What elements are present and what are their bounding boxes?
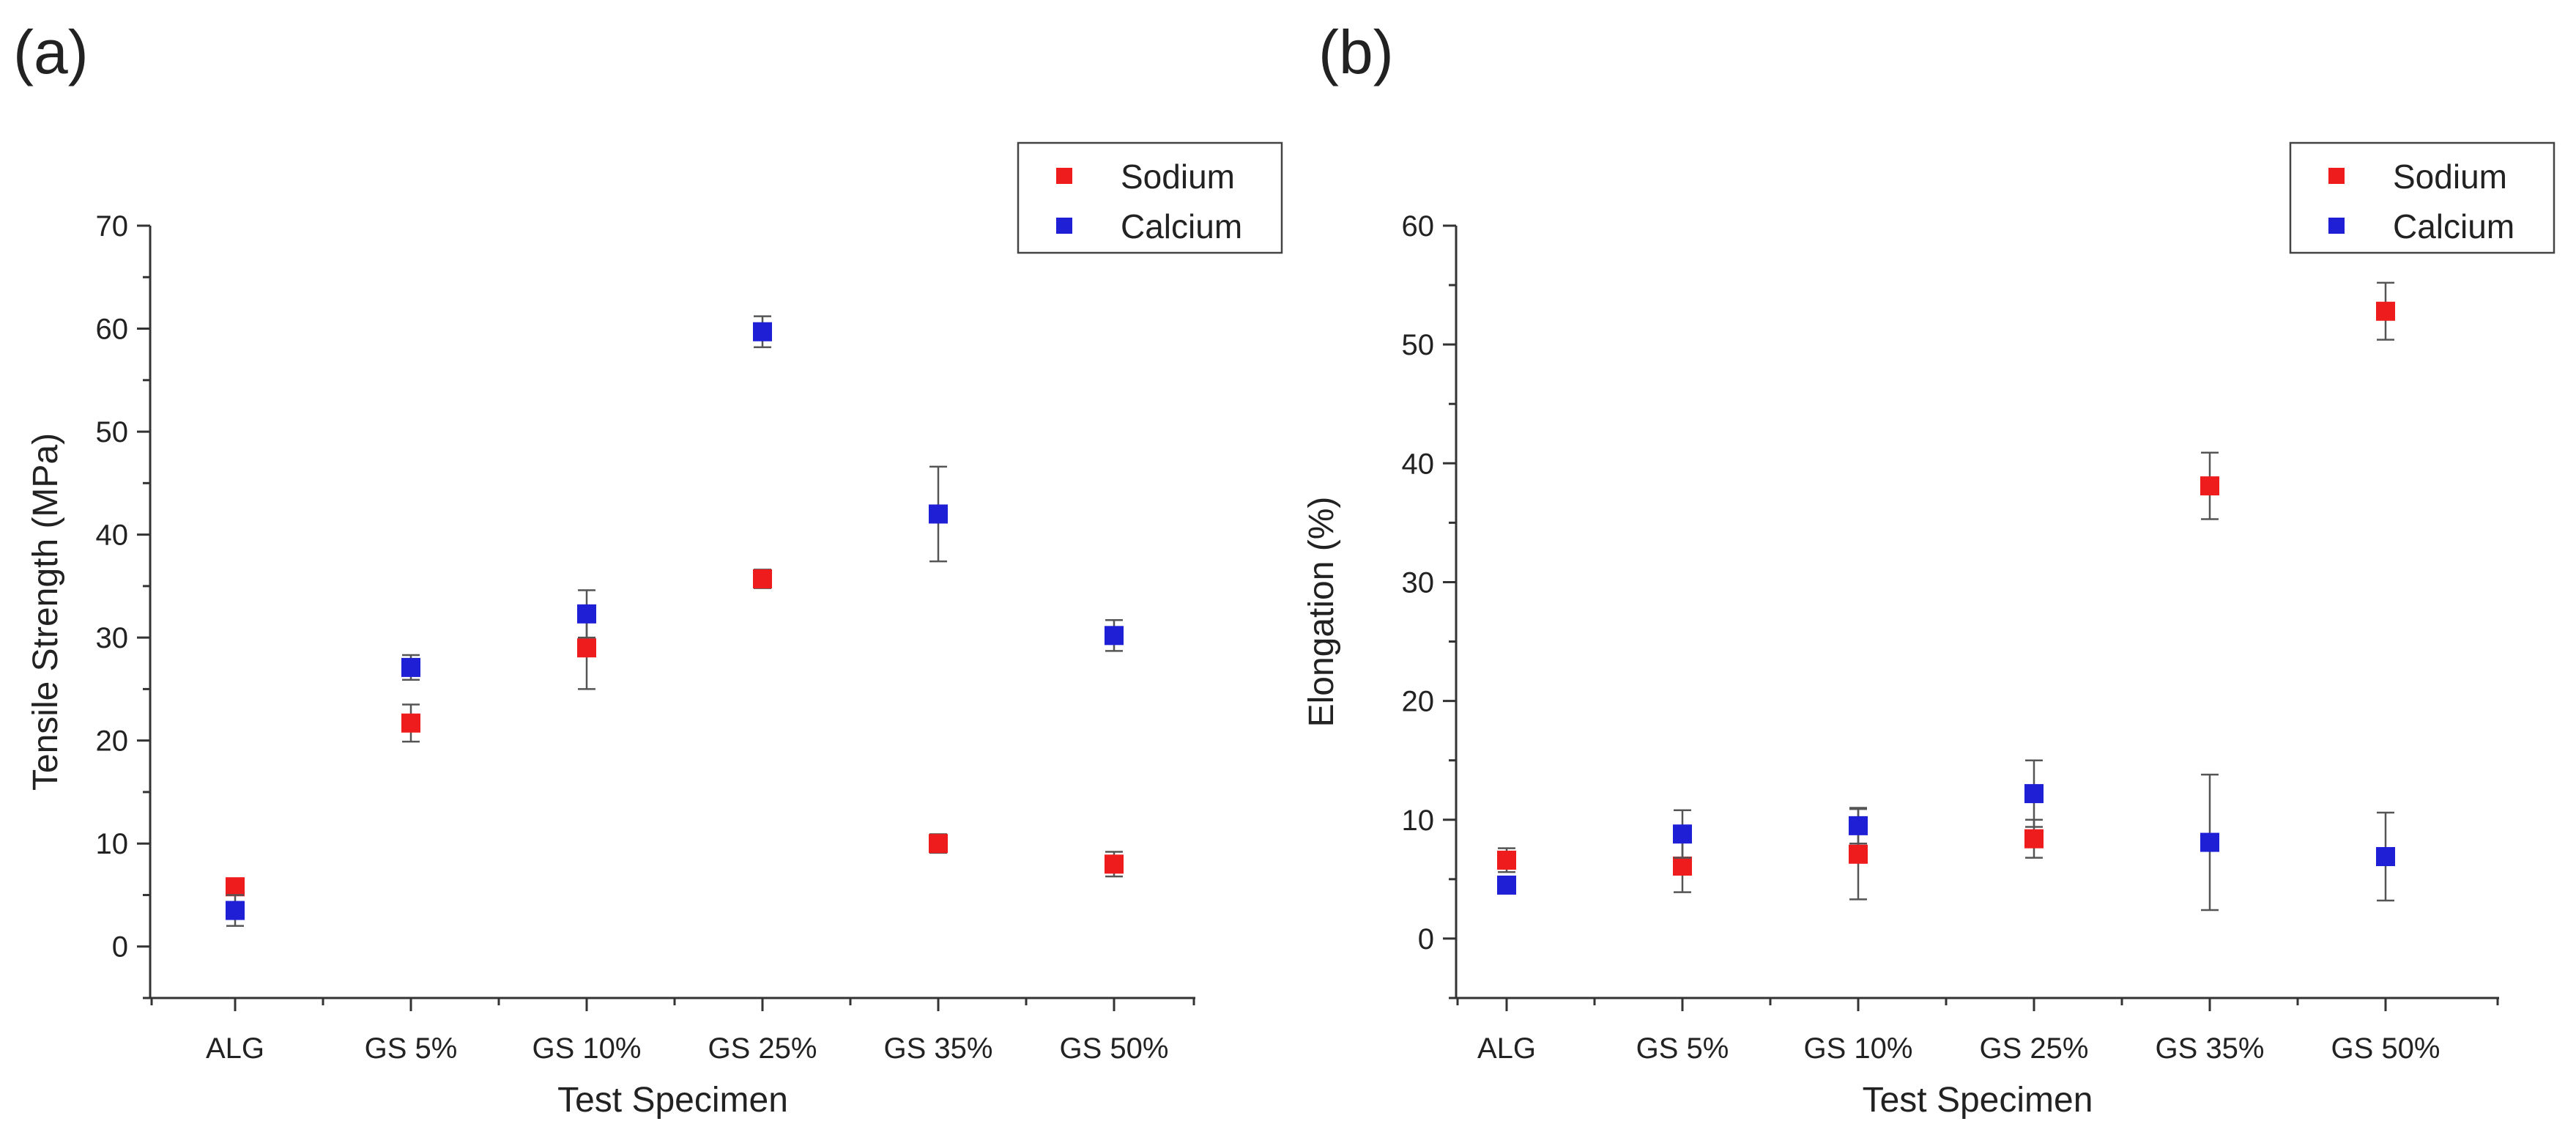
panel-b-x-tick-label: GS 25%	[1980, 1032, 2089, 1065]
panel-a-y-tick-label: 40	[96, 520, 129, 552]
panel-b-calcium-point	[2024, 784, 2044, 804]
panel-b: (b) 0 10 20 30 40 50 60 ALG GS 5% GS 10% GS 25% GS …	[1302, 18, 2555, 1120]
panel-b-label: (b)	[1318, 18, 1394, 86]
panel-b-plot-area: 0 10 20 30 40 50 60 ALG GS 5% GS 10% GS 25% GS 35% G…	[1302, 141, 2555, 1120]
panel-a-sodium-point	[753, 569, 772, 589]
panel-a-sodium-point	[401, 713, 420, 733]
panel-a-calcium-point	[1105, 626, 1124, 646]
panel-b-legend-calcium-label: Calcium	[2393, 207, 2514, 245]
panel-b-y-tick-label: 40	[1402, 448, 1435, 480]
panel-a-legend-box	[1017, 141, 1283, 254]
panel-a-x-axis-title: Test Specimen	[557, 1081, 788, 1120]
panel-b-calcium-point	[2200, 832, 2219, 852]
panel-a-x-tick-label: GS 10%	[532, 1032, 642, 1065]
panel-a-sodium-point	[226, 877, 245, 897]
panel-a-legend-sodium-label: Sodium	[1121, 158, 1235, 196]
panel-b-x-tick-label: ALG	[1477, 1032, 1536, 1065]
panel-b-x-tick-label: GS 50%	[2331, 1032, 2440, 1065]
panel-b-legend-sodium-label: Sodium	[2393, 158, 2507, 196]
panel-b-sodium-point	[1849, 844, 1868, 864]
panel-b-sodium-point	[2376, 301, 2395, 321]
panel-a-x-tick-label: GS 5%	[365, 1032, 458, 1065]
panel-a-y-tick-label: 50	[96, 416, 129, 448]
panel-b-y-tick-label: 20	[1402, 686, 1435, 718]
panel-a-y-tick-label: 70	[96, 210, 129, 243]
panel-b-legend-sodium-marker	[2328, 168, 2345, 184]
panel-a-y-tick-label: 10	[96, 828, 129, 860]
panel-a-sodium-point	[1105, 854, 1124, 874]
panel-a-y-tick-label: 0	[112, 931, 128, 964]
panel-a-sodium-point	[929, 834, 948, 854]
panel-a-legend-calcium-marker	[1056, 218, 1072, 234]
panel-b-x-axis-title: Test Specimen	[1863, 1081, 2093, 1120]
panel-b-calcium-point	[1497, 875, 1516, 895]
panel-b-sodium-point	[2200, 476, 2219, 496]
panel-b-x-tick-label: GS 5%	[1636, 1032, 1729, 1065]
panel-b-legend-calcium-marker	[2328, 218, 2345, 234]
panel-a: (a) 0 10 20 30 40 50 60 70 ALG GS 5% GS 10% GS 25% G…	[13, 18, 1283, 1120]
panel-a-y-tick-label: 30	[96, 622, 129, 654]
panel-b-sodium-point	[2024, 829, 2044, 849]
panel-a-legend-calcium-label: Calcium	[1121, 207, 1242, 245]
panel-b-x-tick-label: GS 10%	[1804, 1032, 1913, 1065]
panel-a-y-tick-label: 60	[96, 314, 129, 346]
panel-a-sodium-point	[577, 638, 596, 658]
panel-b-calcium-point	[2376, 847, 2395, 867]
panel-a-x-tick-label: ALG	[206, 1032, 264, 1065]
panel-b-y-tick-label: 50	[1402, 329, 1435, 361]
panel-b-y-tick-label: 10	[1402, 805, 1435, 837]
panel-a-calcium-point	[226, 901, 245, 920]
panel-a-calcium-point	[401, 657, 420, 677]
panel-b-sodium-point	[1673, 857, 1692, 876]
panel-b-calcium-point	[1673, 824, 1692, 844]
panel-b-y-tick-label: 30	[1402, 566, 1435, 599]
panel-a-calcium-point	[753, 322, 772, 341]
panel-b-y-tick-label: 60	[1402, 210, 1435, 243]
panel-a-legend-sodium-marker	[1056, 168, 1072, 184]
panel-a-x-tick-label: GS 50%	[1060, 1032, 1169, 1065]
panel-a-plot-area: 0 10 20 30 40 50 60 70 ALG GS 5% GS 10% GS 25% GS 35…	[26, 141, 1283, 1120]
panel-b-y-axis-title: Elongation (%)	[1302, 497, 1341, 728]
panel-a-x-tick-label: GS 25%	[708, 1032, 817, 1065]
panel-b-sodium-point	[1497, 850, 1516, 870]
panel-a-calcium-point	[929, 504, 948, 524]
panel-b-x-tick-label: GS 35%	[2156, 1032, 2265, 1065]
panel-b-calcium-point	[1849, 816, 1868, 835]
panel-a-y-tick-label: 20	[96, 725, 129, 758]
panel-a-x-tick-label: GS 35%	[884, 1032, 993, 1065]
panel-a-calcium-point	[577, 604, 596, 624]
panel-b-legend-box	[2289, 141, 2555, 254]
panel-a-label: (a)	[13, 18, 89, 86]
panel-a-y-axis-title: Tensile Strength (MPa)	[26, 433, 65, 791]
panel-b-y-tick-label: 0	[1418, 923, 1434, 955]
